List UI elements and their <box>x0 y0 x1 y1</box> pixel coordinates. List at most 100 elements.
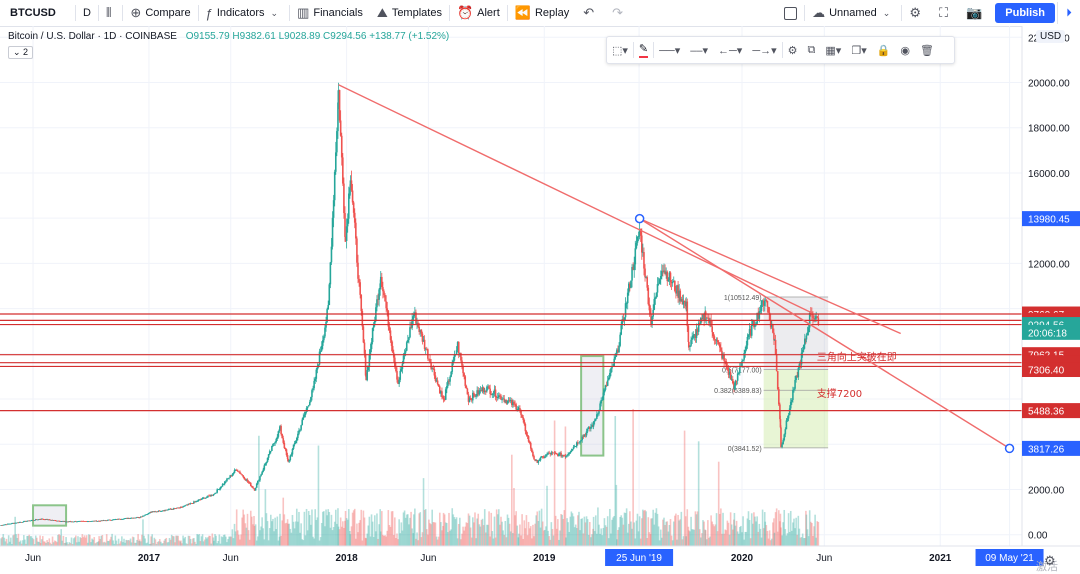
candle-body <box>693 334 696 336</box>
delete-button[interactable]: 🗑 <box>915 37 939 63</box>
volume-bar <box>488 511 490 546</box>
candle-body <box>531 448 533 452</box>
volume-bar <box>174 542 176 546</box>
volume-bar <box>468 515 471 546</box>
candle-body <box>94 520 97 522</box>
redo-button[interactable]: ↷ <box>605 0 634 26</box>
snapshot-button[interactable]: 📷 <box>959 0 993 26</box>
financials-button[interactable]: ▥ Financials <box>290 0 370 26</box>
hide-button[interactable]: ◉ <box>895 37 915 63</box>
stack-button[interactable]: ▦▾ <box>820 37 846 63</box>
line-color-button[interactable]: ✎ <box>634 37 653 63</box>
volume-bar <box>632 408 634 546</box>
volume-bar <box>512 533 514 546</box>
line-start-button[interactable]: ←─▾ <box>713 37 747 63</box>
candle-body <box>569 452 572 454</box>
price-axis[interactable]: 0.002000.0012000.0016000.0018000.0020000… <box>1021 26 1080 574</box>
volume-bar <box>232 538 235 546</box>
volume-bar <box>168 537 171 546</box>
candle-body <box>365 375 367 381</box>
indicator-collapse-button[interactable]: ⌄ 2 <box>8 46 34 59</box>
volume-bar <box>230 536 233 546</box>
volume-bar <box>112 540 114 546</box>
currency-badge[interactable]: USD <box>1036 30 1066 43</box>
volume-bar <box>194 541 196 546</box>
compare-button[interactable]: ⊕ Compare <box>123 0 197 26</box>
indicators-button[interactable]: ƒ Indicators ⌄ <box>199 0 289 26</box>
play-button[interactable]: ⏵ <box>1057 2 1080 24</box>
alert-button[interactable]: ⏰ Alert <box>450 0 507 26</box>
candle-body <box>466 388 469 395</box>
candle-body <box>617 349 619 353</box>
replay-button[interactable]: ⏪ Replay <box>508 0 576 26</box>
candle-body <box>534 459 536 461</box>
candle-body <box>760 300 763 311</box>
visual-order-button[interactable]: ⧉ <box>803 37 821 63</box>
volume-bar <box>78 541 80 546</box>
candle-body <box>292 444 295 449</box>
interval-button[interactable]: D <box>76 0 98 26</box>
candle-body <box>462 365 464 374</box>
candle-body <box>338 90 341 121</box>
volume-bar <box>817 521 820 546</box>
candle-body <box>624 303 627 318</box>
chart-settings-button[interactable]: ⚙ <box>1044 553 1056 569</box>
gear-icon: ⚙ <box>909 5 921 20</box>
candle-body <box>5 524 8 526</box>
fullscreen-button[interactable]: ⛶ <box>932 0 959 26</box>
candle-body <box>85 521 88 522</box>
volume-bar <box>796 534 799 546</box>
volume-bar <box>289 528 292 546</box>
interval-label: D <box>83 7 91 19</box>
x-tick-label: Jun <box>816 553 832 564</box>
chart-type-button[interactable]: ⫴ <box>99 0 122 26</box>
candle-body <box>674 280 676 291</box>
candle-body <box>744 349 747 353</box>
candle-body <box>523 419 526 425</box>
time-axis[interactable]: Jun 2017 Jun 2018 Jun 2019 25 Jun '19 2020 Jun 20… <box>0 545 1080 573</box>
volume-bar <box>788 531 791 546</box>
settings-button[interactable]: ⚙ <box>902 0 932 26</box>
top-toolbar: BTCUSD D ⫴ ⊕ Compare ƒ Indicators ⌄ ▥ Financ… <box>0 0 1080 27</box>
candle-body <box>752 321 754 326</box>
candle-body <box>253 489 256 491</box>
volume-bar <box>743 539 745 546</box>
candle-body <box>111 519 113 521</box>
volume-bar <box>580 518 582 546</box>
volume-bar <box>522 538 524 546</box>
trendline <box>639 218 1010 449</box>
volume-bar <box>285 522 288 546</box>
symbol-search-button[interactable]: BTCUSD <box>0 0 75 26</box>
undo-button[interactable]: ↶ <box>576 0 605 26</box>
candle-body <box>593 420 596 422</box>
layout-name-button[interactable]: ☁ Unnamed ⌄ <box>805 0 901 26</box>
volume-bar <box>479 526 482 546</box>
volume-bar <box>467 513 470 546</box>
lock-button[interactable]: 🔒 <box>872 37 896 63</box>
line-dash-button[interactable]: ‒‒▾ <box>685 37 713 63</box>
volume-bar <box>264 489 267 546</box>
drawing-settings-button[interactable]: ⚙ <box>783 37 803 63</box>
price-marker-label: 3817.26 <box>1028 444 1065 455</box>
volume-bar <box>178 540 181 546</box>
clone-button[interactable]: ❐▾ <box>846 37 871 63</box>
volume-bar <box>408 524 410 546</box>
candle-body <box>750 325 753 336</box>
symbol-label: BTCUSD <box>10 7 56 19</box>
volume-bar <box>293 528 296 546</box>
price-chart[interactable]: 1(10512.49)0.5(7177.00)0.382(6389.83)0(3… <box>0 26 1080 574</box>
candle-body <box>460 352 462 361</box>
rect-button[interactable]: ⬚▾ <box>607 37 633 63</box>
line-end-button[interactable]: ─→▾ <box>747 37 781 63</box>
candle-body <box>664 270 666 275</box>
candle-body <box>620 325 623 335</box>
templates-button[interactable]: ⛰ Templates <box>370 0 449 26</box>
candle-body <box>402 355 405 364</box>
fullscreen-toggle[interactable] <box>777 0 804 26</box>
candle-body <box>68 521 71 523</box>
publish-button[interactable]: Publish <box>995 3 1055 23</box>
volume-bar <box>132 537 135 546</box>
line-width-button[interactable]: ──▾ <box>654 37 685 63</box>
candle-body <box>280 425 282 435</box>
candle-body <box>199 499 202 501</box>
